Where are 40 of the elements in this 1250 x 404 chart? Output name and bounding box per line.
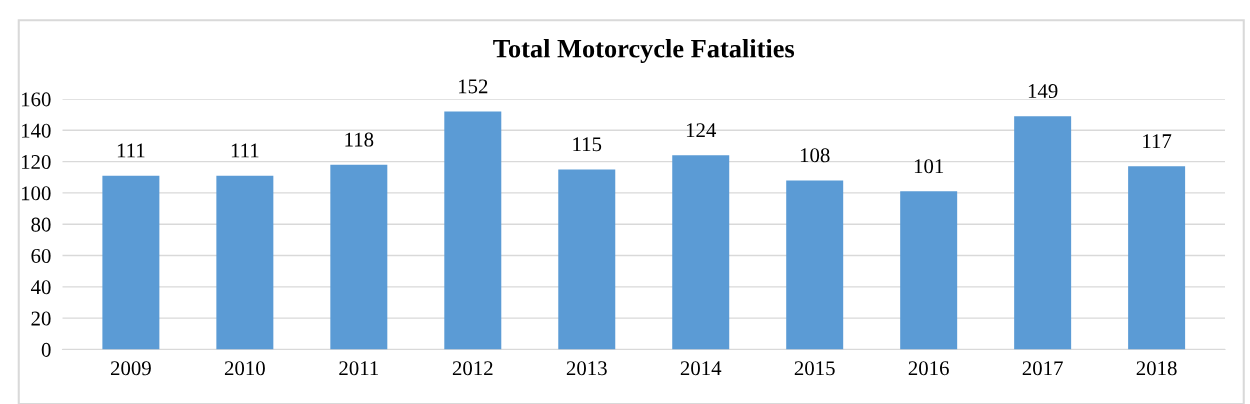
data-label: 118 — [345, 132, 374, 147]
data-label: 117 — [1143, 134, 1172, 148]
data-label: 101 — [914, 159, 944, 174]
x-tick-label: 2009 — [110, 361, 151, 376]
y-tick-label: 120 — [21, 154, 51, 170]
x-tick-label: 2015 — [794, 361, 835, 376]
bar — [444, 111, 502, 350]
x-tick-label: 2013 — [566, 361, 607, 376]
bar — [558, 169, 616, 350]
data-label: 149 — [1028, 84, 1058, 99]
y-tick-label: 160 — [21, 92, 51, 107]
x-tick-label: 2017 — [1022, 361, 1063, 376]
bar — [102, 175, 160, 350]
data-label: 111 — [231, 143, 259, 158]
y-tick-label: 100 — [21, 186, 51, 201]
x-tick-label: 2018 — [1136, 361, 1177, 376]
chart-title: Total Motorcycle Fatalities — [493, 39, 795, 64]
x-tick-label: 2011 — [339, 361, 379, 376]
x-tick-label: 2012 — [452, 361, 493, 376]
y-tick-label: 0 — [41, 342, 51, 357]
bar — [1014, 116, 1072, 350]
bar — [330, 164, 388, 350]
data-label: 152 — [459, 79, 488, 94]
y-tick-label: 80 — [31, 217, 51, 232]
bar — [1128, 166, 1186, 350]
y-tick-label: 60 — [31, 248, 51, 263]
y-tick-label: 140 — [21, 123, 51, 138]
y-tick-label: 40 — [30, 280, 51, 295]
bar — [216, 175, 274, 350]
x-tick-label: 2014 — [680, 361, 722, 376]
bar — [900, 191, 958, 350]
y-tick-label: 20 — [31, 311, 51, 326]
data-label: 108 — [800, 148, 830, 163]
bar — [672, 155, 730, 350]
x-tick-label: 2010 — [224, 361, 265, 376]
data-label: 115 — [573, 137, 602, 152]
x-tick-label: 2016 — [908, 361, 949, 376]
data-label: 124 — [686, 123, 717, 138]
bar — [786, 180, 844, 350]
data-label: 111 — [117, 143, 145, 158]
